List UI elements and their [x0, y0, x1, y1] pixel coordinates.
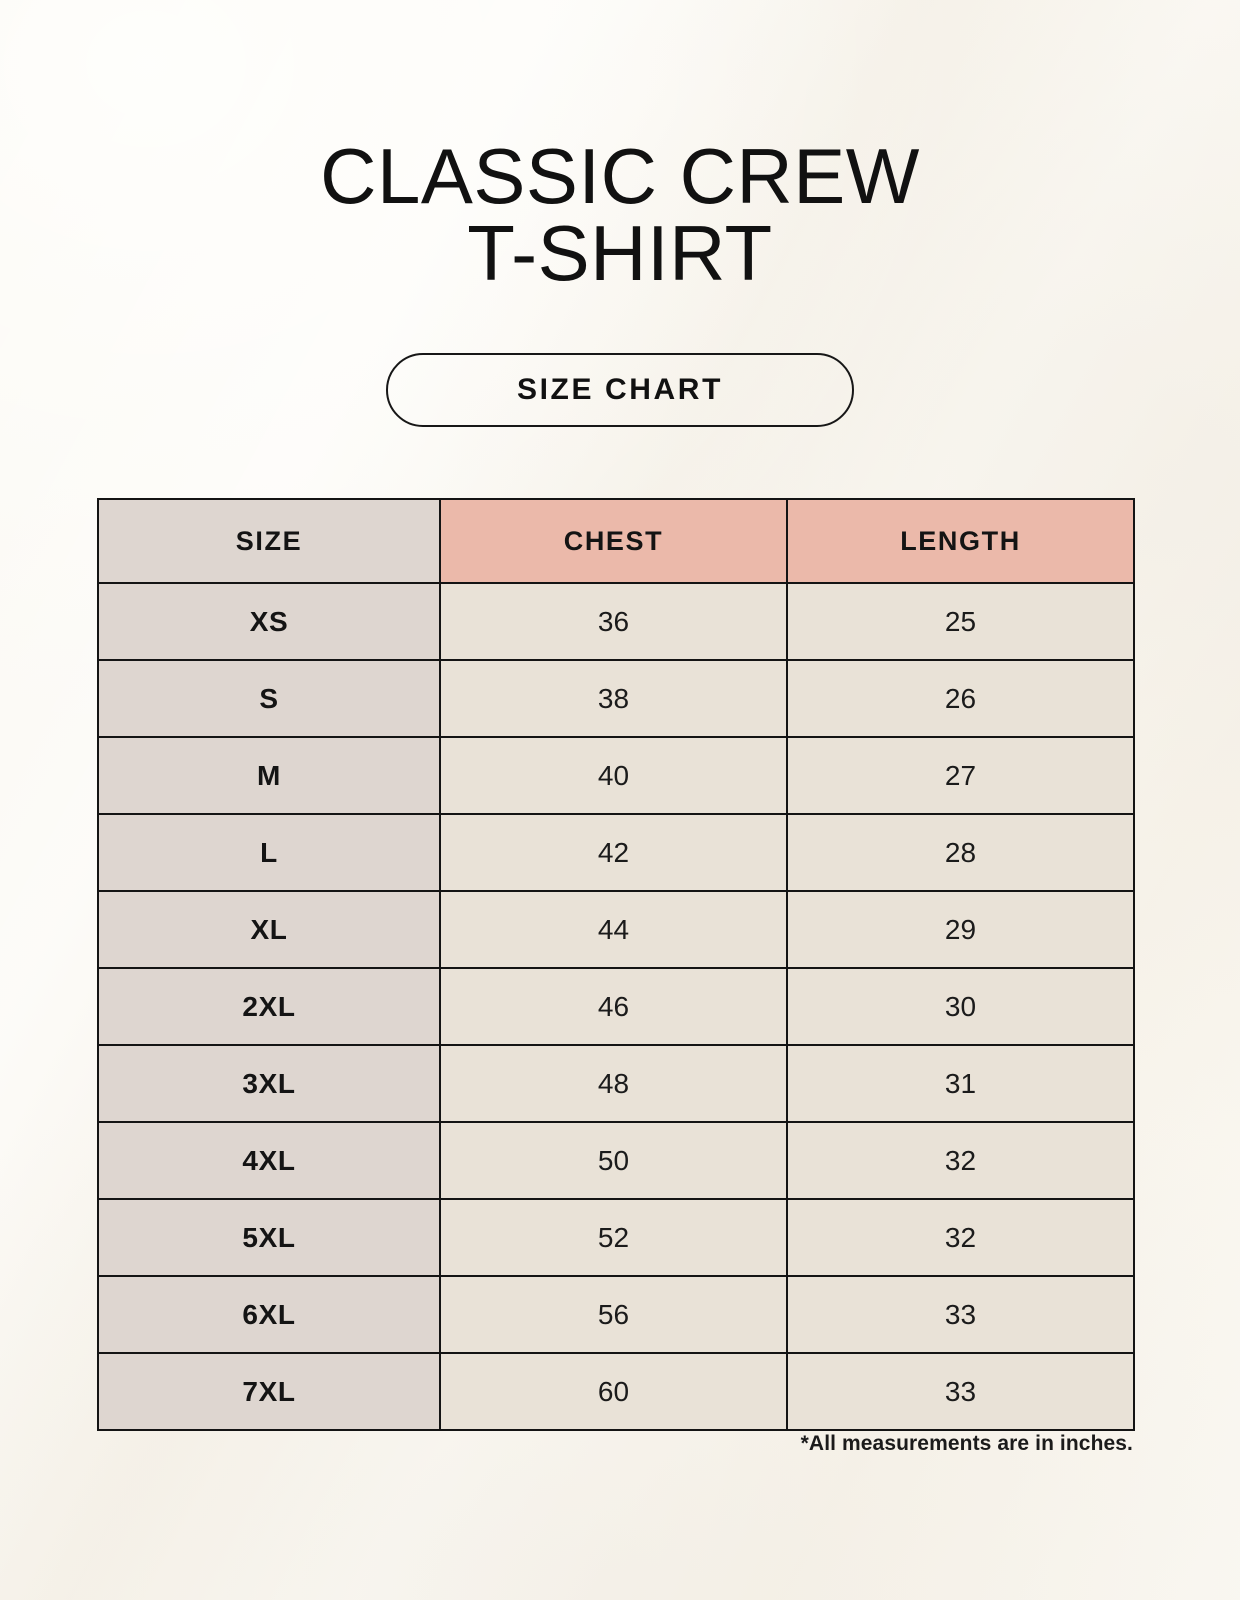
cell-length: 28 — [786, 813, 1135, 892]
cell-size: 3XL — [97, 1044, 441, 1123]
cell-chest: 44 — [439, 890, 788, 969]
cell-length: 29 — [786, 890, 1135, 969]
cell-size: XL — [97, 890, 441, 969]
cell-chest: 42 — [439, 813, 788, 892]
table-row: 6XL 56 33 — [97, 1275, 1135, 1354]
table-row: M 40 27 — [97, 736, 1135, 815]
cell-length: 27 — [786, 736, 1135, 815]
cell-size: 6XL — [97, 1275, 441, 1354]
column-header-length: LENGTH — [786, 498, 1135, 584]
cell-size: 7XL — [97, 1352, 441, 1431]
cell-chest: 56 — [439, 1275, 788, 1354]
cell-chest: 38 — [439, 659, 788, 738]
size-chart-badge: SIZE CHART — [386, 353, 854, 427]
size-table: SIZE CHEST LENGTH XS 36 25 S 38 26 M — [97, 498, 1135, 1431]
table-body: XS 36 25 S 38 26 M 40 27 L 42 28 — [97, 582, 1135, 1431]
table-row: S 38 26 — [97, 659, 1135, 738]
cell-length: 31 — [786, 1044, 1135, 1123]
cell-chest: 52 — [439, 1198, 788, 1277]
table-row: 3XL 48 31 — [97, 1044, 1135, 1123]
table-header: SIZE CHEST LENGTH — [97, 498, 1135, 584]
cell-size: L — [97, 813, 441, 892]
size-table-container: SIZE CHEST LENGTH XS 36 25 S 38 26 M — [97, 498, 1135, 1431]
column-header-chest: CHEST — [439, 498, 788, 584]
table-row: 4XL 50 32 — [97, 1121, 1135, 1200]
cell-length: 25 — [786, 582, 1135, 661]
cell-size: 5XL — [97, 1198, 441, 1277]
table-row: 2XL 46 30 — [97, 967, 1135, 1046]
badge-container: SIZE CHART — [0, 353, 1240, 427]
cell-size: XS — [97, 582, 441, 661]
cell-chest: 36 — [439, 582, 788, 661]
cell-chest: 48 — [439, 1044, 788, 1123]
table-row: L 42 28 — [97, 813, 1135, 892]
cell-size: M — [97, 736, 441, 815]
cell-chest: 60 — [439, 1352, 788, 1431]
column-header-size: SIZE — [97, 498, 441, 584]
cell-length: 33 — [786, 1275, 1135, 1354]
cell-size: 4XL — [97, 1121, 441, 1200]
cell-length: 30 — [786, 967, 1135, 1046]
cell-chest: 46 — [439, 967, 788, 1046]
page-title: CLASSIC CREW T-SHIRT — [320, 132, 920, 297]
cell-size: S — [97, 659, 441, 738]
cell-length: 32 — [786, 1121, 1135, 1200]
table-header-row: SIZE CHEST LENGTH — [97, 498, 1135, 584]
cell-length: 32 — [786, 1198, 1135, 1277]
cell-chest: 50 — [439, 1121, 788, 1200]
table-row: XL 44 29 — [97, 890, 1135, 969]
table-row: 7XL 60 33 — [97, 1352, 1135, 1431]
table-row: 5XL 52 32 — [97, 1198, 1135, 1277]
measurement-footnote: *All measurements are in inches. — [800, 1432, 1133, 1455]
table-row: XS 36 25 — [97, 582, 1135, 661]
cell-length: 26 — [786, 659, 1135, 738]
cell-size: 2XL — [97, 967, 441, 1046]
cell-length: 33 — [786, 1352, 1135, 1431]
cell-chest: 40 — [439, 736, 788, 815]
